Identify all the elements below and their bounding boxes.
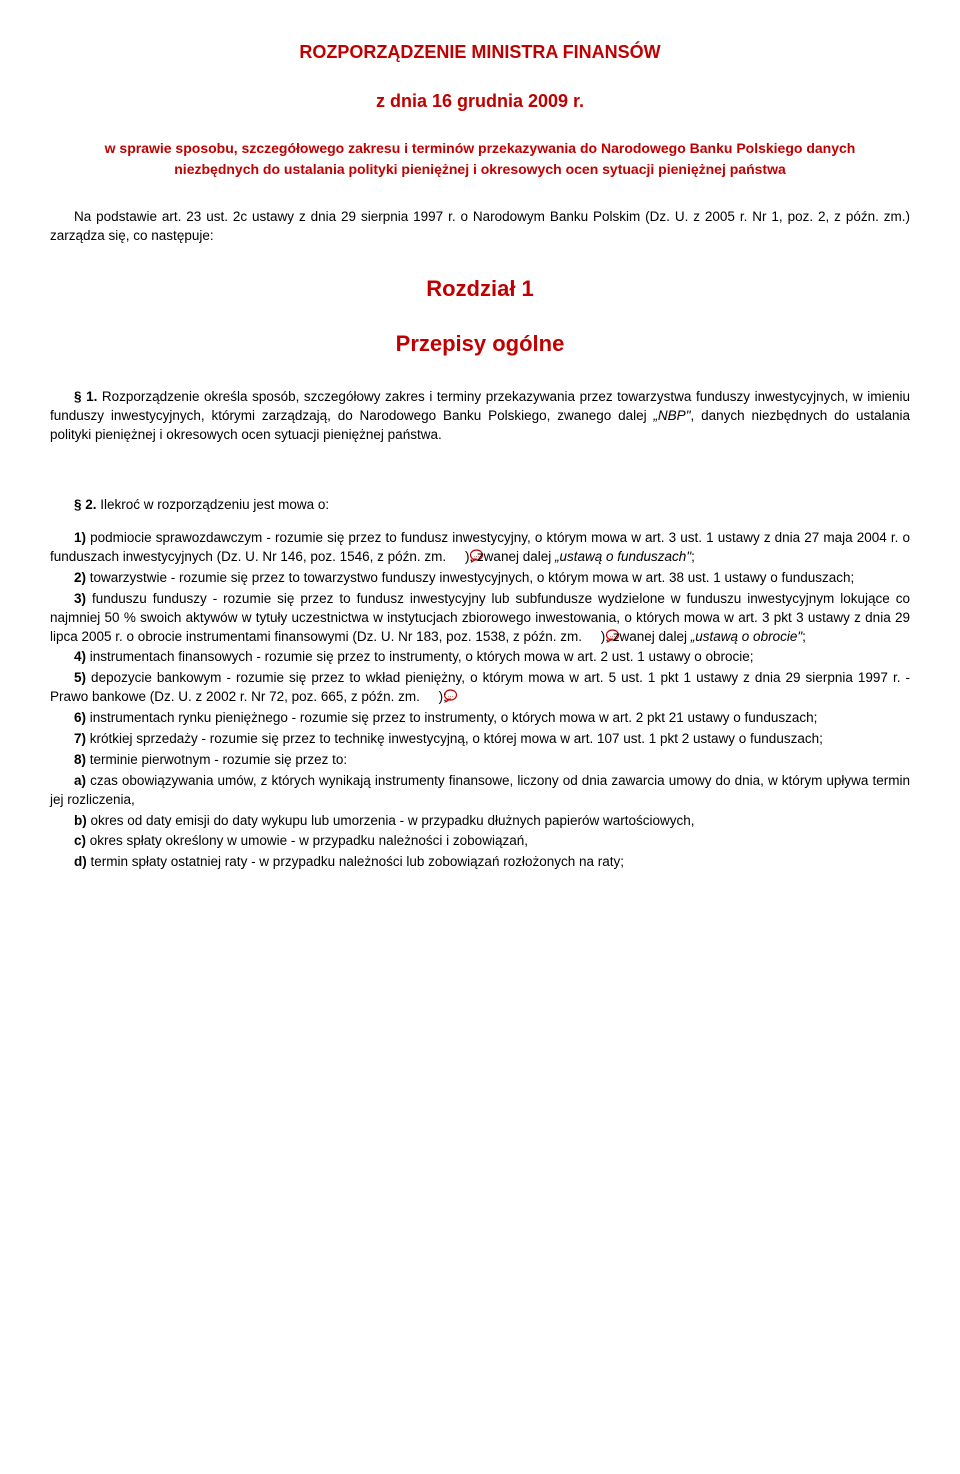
def-8d-text: termin spłaty ostatniej raty - w przypad… <box>87 854 624 869</box>
legal-basis: Na podstawie art. 23 ust. 2c ustawy z dn… <box>50 208 910 246</box>
def-7-text: krótkiej sprzedaży - rozumie się przez t… <box>86 731 823 746</box>
def-8b-num: b) <box>74 813 87 828</box>
def-1-text-b: ), zwanej dalej <box>461 549 555 564</box>
chapter-label: Rozdział 1 <box>50 274 910 305</box>
def-7-num: 7) <box>74 731 86 746</box>
paragraph-1: § 1. Rozporządzenie określa sposób, szcz… <box>50 388 910 445</box>
document-date: z dnia 16 grudnia 2009 r. <box>50 89 910 114</box>
para1-lead: § 1. <box>74 389 97 404</box>
def-8c-text: okres spłaty określony w umowie - w przy… <box>86 833 528 848</box>
def-1-quote: „ustawą o funduszach" <box>555 549 691 564</box>
note-bubble-icon[interactable]: … <box>420 689 435 703</box>
note-bubble-icon[interactable]: … <box>582 629 597 643</box>
definitions-block: 1) podmiocie sprawozdawczym - rozumie si… <box>50 529 910 872</box>
para1-nbp-quote: „NBP" <box>653 408 690 423</box>
paragraph-2-intro: § 2. Ilekroć w rozporządzeniu jest mowa … <box>50 496 910 515</box>
def-8-lead: terminie pierwotnym - rozumie się przez … <box>86 752 347 767</box>
def-2-text: towarzystwie - rozumie się przez to towa… <box>86 570 854 585</box>
def-4-text: instrumentach finansowych - rozumie się … <box>86 649 754 664</box>
chapter-title: Przepisy ogólne <box>50 329 910 360</box>
def-3-quote: „ustawą o obrocie" <box>691 629 802 644</box>
def-8b-text: okres od daty emisji do daty wykupu lub … <box>87 813 695 828</box>
def-5-num: 5) <box>74 670 86 685</box>
def-8c-num: c) <box>74 833 86 848</box>
para2-lead: § 2. <box>74 497 97 512</box>
def-8a-num: a) <box>74 773 86 788</box>
def-3-num: 3) <box>74 591 86 606</box>
def-2-num: 2) <box>74 570 86 585</box>
para2-intro-text: Ilekroć w rozporządzeniu jest mowa o: <box>97 497 330 512</box>
def-8-num: 8) <box>74 752 86 767</box>
def-8a-text: czas obowiązywania umów, z których wynik… <box>50 773 910 807</box>
document-title: ROZPORZĄDZENIE MINISTRA FINANSÓW <box>50 40 910 65</box>
def-1-num: 1) <box>74 530 86 545</box>
svg-text:…: … <box>447 692 454 699</box>
def-6-num: 6) <box>74 710 86 725</box>
def-5-text-b: ); <box>435 689 447 704</box>
def-6-text: instrumentach rynku pieniężnego - rozumi… <box>86 710 817 725</box>
def-5-text-a: depozycie bankowym - rozumie się przez t… <box>50 670 910 704</box>
def-1-text-c: ; <box>691 549 695 564</box>
note-bubble-icon[interactable]: … <box>446 549 461 563</box>
def-8d-num: d) <box>74 854 87 869</box>
document-topic: w sprawie sposobu, szczegółowego zakresu… <box>90 138 870 180</box>
def-4-num: 4) <box>74 649 86 664</box>
def-3-text-c: ; <box>802 629 806 644</box>
def-3-text-b: ), zwanej dalej <box>597 629 691 644</box>
